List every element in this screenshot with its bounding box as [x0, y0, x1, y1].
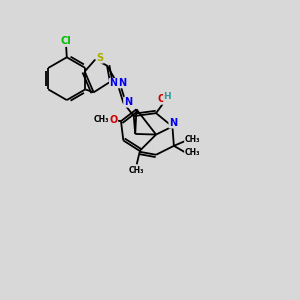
Text: S: S: [96, 53, 103, 63]
Text: CH₃: CH₃: [184, 148, 200, 157]
Text: N: N: [124, 97, 132, 107]
Text: CH₃: CH₃: [184, 135, 200, 144]
Text: N: N: [110, 78, 118, 88]
Text: Cl: Cl: [60, 36, 71, 46]
Text: CH₃: CH₃: [94, 115, 110, 124]
Text: H: H: [164, 92, 171, 101]
Text: O: O: [157, 94, 166, 104]
Text: N: N: [169, 118, 177, 128]
Text: N: N: [118, 78, 126, 88]
Text: O: O: [110, 115, 118, 125]
Text: CH₃: CH₃: [128, 166, 144, 175]
